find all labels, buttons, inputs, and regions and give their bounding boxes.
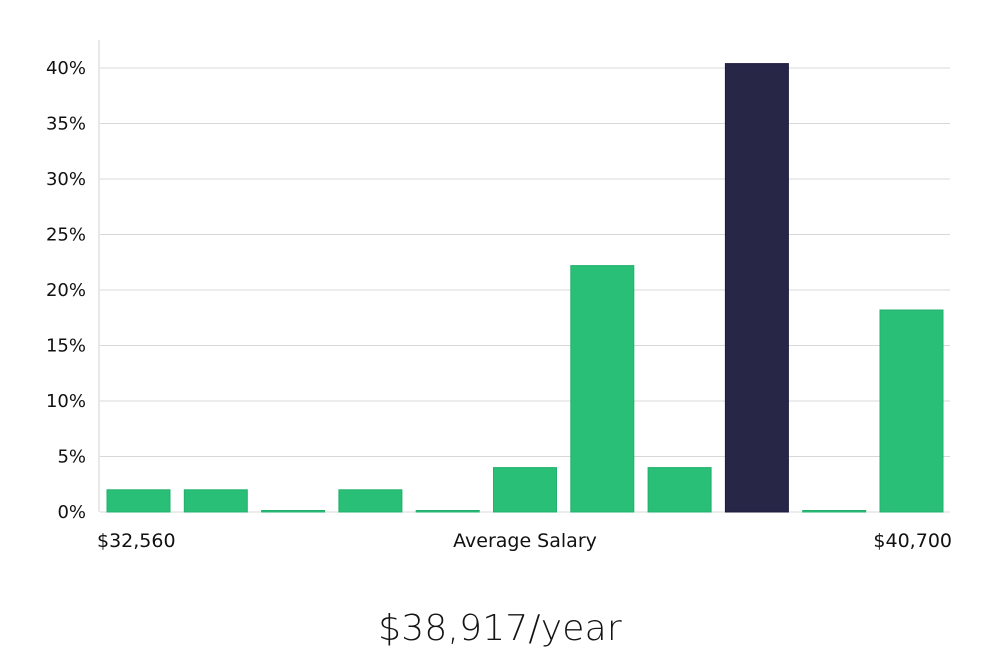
- y-tick-label: 20%: [46, 280, 86, 301]
- bar: [570, 265, 635, 513]
- bar: [493, 467, 557, 513]
- y-tick-label: 30%: [46, 169, 86, 190]
- y-tick-label: 10%: [46, 391, 86, 412]
- salary-distribution-chart: 0% 5% 10% 15% 20% 25% 30% 35% 40% $32,560 Averag…: [46, 40, 952, 552]
- bar: [338, 489, 403, 513]
- y-tick-label: 25%: [46, 225, 86, 246]
- bar: [647, 467, 712, 513]
- y-tick-labels: 0% 5% 10% 15% 20% 25% 30% 35% 40%: [46, 58, 86, 523]
- y-tick-label: 15%: [46, 336, 86, 357]
- y-tick-label: 35%: [46, 114, 86, 135]
- histogram-bars: [106, 63, 944, 513]
- average-salary-value: $38,917/year: [378, 608, 622, 649]
- bar: [415, 510, 480, 513]
- bar: [802, 510, 867, 513]
- bar-highlighted: [724, 63, 789, 513]
- x-axis-title: Average Salary: [453, 530, 597, 552]
- bar: [183, 489, 248, 513]
- x-min-label: $32,560: [97, 530, 176, 552]
- y-tick-label: 5%: [57, 447, 86, 468]
- bar: [106, 489, 171, 513]
- y-tick-label: 0%: [57, 502, 86, 523]
- x-max-label: $40,700: [873, 530, 952, 552]
- y-tick-label: 40%: [46, 58, 86, 79]
- bar: [261, 510, 326, 513]
- bar: [879, 309, 944, 513]
- y-gridlines: [100, 67, 950, 513]
